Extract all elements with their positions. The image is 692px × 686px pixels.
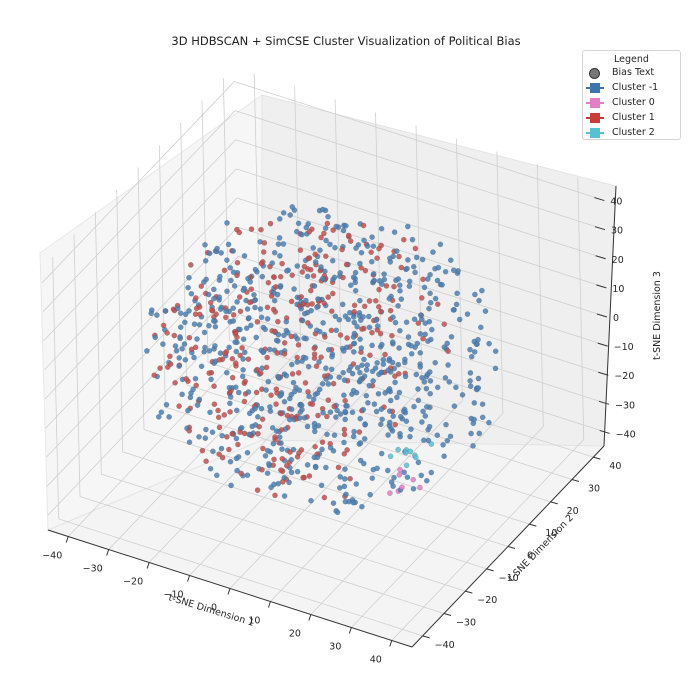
tick-label: −10 [499,573,519,584]
tick-label: −20 [477,595,497,606]
tick-label: −20 [123,577,143,588]
axis-ticks: −40−40−40−30−30−30−20−20−20−10−10−100001… [42,197,636,666]
tick-label: 10 [612,284,624,295]
data-points [144,204,499,516]
tick-label: 40 [610,197,622,208]
tick-label: −40 [435,640,455,651]
tick-label: 10 [248,616,260,627]
tick-label: 0 [527,551,533,562]
square-marker-icon [586,112,604,124]
tick-label: 0 [211,603,217,614]
tick-label: −40 [616,429,636,440]
tick-label: −10 [614,342,634,353]
legend-item-cluster-2: Cluster 2 [583,125,680,140]
tick-label: 40 [370,655,382,666]
tick-label: 30 [329,642,341,653]
tick-label: −30 [83,564,103,575]
x-axis-label: t-SNE Dimension 1 [167,592,255,629]
square-marker-icon [586,97,604,109]
square-marker-icon [586,82,604,94]
gridlines [42,73,604,641]
tick-label: 0 [613,313,619,324]
legend-item-cluster-neg1: Cluster -1 [583,80,680,95]
tick-label: −40 [42,551,62,562]
legend-item-cluster-0: Cluster 0 [583,95,680,110]
chart-title: 3D HDBSCAN + SimCSE Cluster Visualizatio… [171,34,521,48]
tick-label: −10 [164,590,184,601]
tick-label: −30 [615,400,635,411]
tick-label: 30 [588,484,600,495]
tick-label: 10 [545,528,557,539]
legend-item-cluster-1: Cluster 1 [583,110,680,125]
tick-label: 20 [289,629,301,640]
tick-label: 20 [567,506,579,517]
tick-label: −20 [614,371,634,382]
z-axis-label: t-SNE Dimension 3 [652,271,663,360]
tick-label: 30 [611,226,623,237]
tick-label: −30 [456,618,476,629]
legend-item-bias-text: Bias Text [583,65,680,80]
tick-label: 20 [612,255,624,266]
legend-title: Legend [614,54,649,65]
square-marker-icon [586,127,604,139]
circle-marker-icon [586,67,604,79]
tick-label: 40 [609,461,621,472]
legend: Legend Bias Text Cluster -1 Cluster 0 Cl… [582,50,681,140]
